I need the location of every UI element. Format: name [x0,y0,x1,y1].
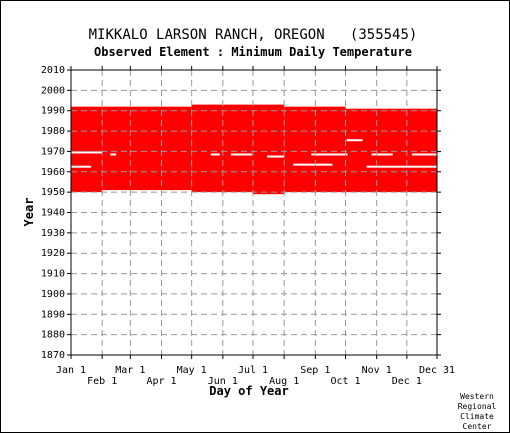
y-tick-label-1940: 1940 [41,208,65,219]
x-tick-label-jan-1: Jan 1 [56,365,86,376]
missing-gap-9 [366,165,437,168]
x-tick-label-oct-1: Oct 1 [330,376,360,387]
x-tick-label-jun-1: Jun 1 [208,376,238,387]
y-tick-label-1960: 1960 [41,167,65,178]
y-tick-label-1870: 1870 [41,350,65,361]
y-tick-label-1890: 1890 [41,309,65,320]
data-layer [71,104,437,195]
observed-block-3 [191,104,253,193]
missing-gap-3 [110,153,117,156]
axis-layer: 1870 1880 1890 1900 1910 1920 1930 1940 1950 1960… [41,65,455,387]
missing-gap-5 [230,153,252,156]
x-axis-label: Day of Year [209,384,288,398]
credit-line-1: Western [460,392,494,401]
missing-gap-8 [293,163,333,166]
x-tick-label-dec-31: Dec 31 [419,365,455,376]
credit-line-2: Regional [458,402,497,411]
missing-gap-12 [411,153,437,156]
missing-gap-2 [71,165,92,168]
missing-gap-7 [311,153,348,156]
x-tick-label-mar-1: Mar 1 [115,365,145,376]
observed-block-1 [71,106,103,193]
credit-line-3: Climate [460,412,494,421]
y-tick-label-1990: 1990 [41,106,65,117]
x-tick-label-apr-1: Apr 1 [146,376,176,387]
missing-gap-6 [267,155,285,158]
x-tick-label-may-1: May 1 [177,365,207,376]
grid-layer [71,70,437,355]
missing-gap-10 [346,139,363,142]
x-tick-label-dec-1: Dec 1 [392,376,422,387]
observed-block-4 [252,104,285,195]
missing-gap-11 [371,153,393,156]
observed-block-2 [102,106,192,191]
y-tick-label-2000: 2000 [41,85,65,96]
x-tick-label-jul-1: Jul 1 [238,365,268,376]
y-tick-label-1980: 1980 [41,126,65,137]
missing-gap-1 [71,151,103,154]
y-tick-label-2010: 2010 [41,65,65,76]
y-tick-label-1970: 1970 [41,146,65,157]
x-tick-label-feb-1: Feb 1 [87,376,117,387]
y-tick-label-1930: 1930 [41,228,65,239]
y-tick-label-1910: 1910 [41,269,65,280]
y-tick-label-1900: 1900 [41,289,65,300]
y-tick-label-1920: 1920 [41,248,65,259]
y-tick-label-1880: 1880 [41,330,65,341]
chart-title: MIKKALO LARSON RANCH, OREGON (355545) [89,27,418,43]
y-axis-label: Year [22,198,36,227]
credit-line-4: Center [463,422,492,431]
x-tick-label-aug-1: Aug 1 [269,376,299,387]
observed-block-5 [284,106,346,193]
x-tick-label-sep-1: Sep 1 [300,365,330,376]
chart-subtitle: Observed Element : Minimum Daily Tempera… [94,45,412,59]
x-tick-label-nov-1: Nov 1 [362,365,392,376]
missing-gap-4 [210,153,220,156]
y-tick-label-1950: 1950 [41,187,65,198]
observed-block-6 [345,108,437,193]
